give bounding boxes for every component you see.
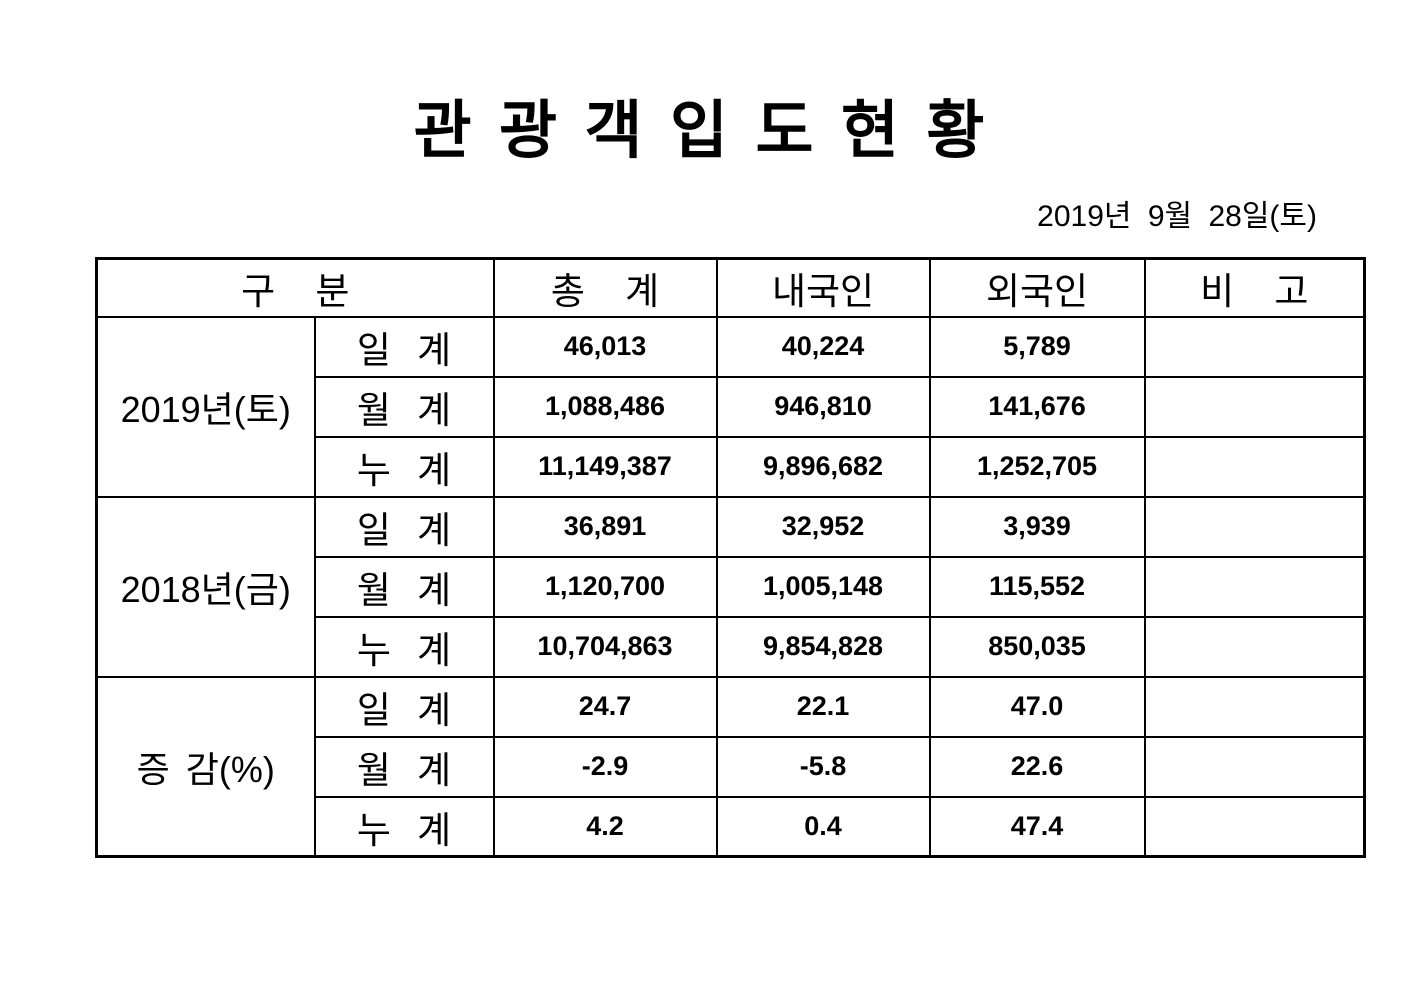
remarks-cell (1143, 375, 1366, 438)
value-total: 1,120,700 (492, 555, 718, 618)
row-label-daily: 일 계 (313, 315, 495, 378)
year-cell-2018: 2018년(금) (95, 495, 316, 678)
header-row: 구 분 총 계 내국인 외국인 비 고 (95, 257, 1366, 318)
year-cell-2019: 2019년(토) (95, 315, 316, 498)
row-label-daily: 일 계 (313, 495, 495, 558)
value-domestic: 0.4 (715, 795, 931, 858)
row-label-monthly: 월 계 (313, 555, 495, 618)
value-domestic: 40,224 (715, 315, 931, 378)
table-row-change-daily: 증 감(%) 일 계 24.7 22.1 47.0 (95, 675, 1366, 858)
row-label-daily: 일 계 (313, 675, 495, 738)
value-total: 1,088,486 (492, 375, 718, 438)
remarks-cell (1143, 555, 1366, 618)
value-foreigner: 1,252,705 (928, 435, 1146, 498)
header-category: 구 분 (95, 257, 495, 318)
row-label-cumulative: 누 계 (313, 795, 495, 858)
header-domestic: 내국인 (715, 257, 931, 318)
value-foreigner: 141,676 (928, 375, 1146, 438)
value-foreigner: 47.0 (928, 675, 1146, 738)
table-row-2018-monthly: 월 계 1,120,700 1,005,148 115,552 (97, 555, 1366, 618)
value-total: -2.9 (492, 735, 718, 798)
table-row-change-monthly: 월 계 -2.9 -5.8 22.6 (97, 735, 1366, 798)
page-title: 관 광 객 입 도 현 황 (413, 96, 990, 166)
value-domestic: 9,854,828 (715, 615, 931, 678)
value-domestic: -5.8 (715, 735, 931, 798)
tourist-arrivals-table: 구 분 총 계 내국인 외국인 비 고 2019년(토) 일 계 46,013 … (95, 257, 1366, 859)
value-domestic: 946,810 (715, 375, 931, 438)
row-label-cumulative: 누 계 (313, 435, 495, 498)
table-row-2018-cumulative: 누 계 10,704,863 9,854,828 850,035 (97, 615, 1366, 678)
value-total: 11,149,387 (492, 435, 718, 498)
value-total: 36,891 (492, 495, 718, 558)
document-page: 관 광 객 입 도 현 황 2019년 9월 28일(토) 구 분 총 계 내국… (95, 96, 1366, 859)
row-label-cumulative: 누 계 (313, 615, 495, 678)
header-total: 총 계 (492, 257, 718, 318)
value-foreigner: 47.4 (928, 795, 1146, 858)
value-foreigner: 115,552 (928, 555, 1146, 618)
value-domestic: 1,005,148 (715, 555, 931, 618)
report-date: 2019년 9월 28일(토) (1037, 200, 1317, 234)
remarks-cell (1143, 675, 1366, 738)
table-row-2019-daily: 2019년(토) 일 계 46,013 40,224 5,789 (95, 315, 1366, 498)
remarks-cell (1143, 795, 1366, 858)
table-row-2018-daily: 2018년(금) 일 계 36,891 32,952 3,939 (95, 495, 1366, 678)
value-foreigner: 850,035 (928, 615, 1146, 678)
row-label-monthly: 월 계 (313, 735, 495, 798)
value-total: 4.2 (492, 795, 718, 858)
value-domestic: 32,952 (715, 495, 931, 558)
header-remarks: 비 고 (1143, 257, 1366, 318)
value-foreigner: 22.6 (928, 735, 1146, 798)
table-row-2019-monthly: 월 계 1,088,486 946,810 141,676 (97, 375, 1366, 438)
year-cell-change: 증 감(%) (95, 675, 316, 858)
remarks-cell (1143, 435, 1366, 498)
value-domestic: 9,896,682 (715, 435, 931, 498)
value-total: 24.7 (492, 675, 718, 738)
value-foreigner: 3,939 (928, 495, 1146, 558)
table-row-change-cumulative: 누 계 4.2 0.4 47.4 (97, 795, 1366, 858)
row-label-monthly: 월 계 (313, 375, 495, 438)
table-row-2019-cumulative: 누 계 11,149,387 9,896,682 1,252,705 (97, 435, 1366, 498)
remarks-cell (1143, 735, 1366, 798)
value-total: 46,013 (492, 315, 718, 378)
value-foreigner: 5,789 (928, 315, 1146, 378)
value-total: 10,704,863 (492, 615, 718, 678)
remarks-cell (1143, 495, 1366, 558)
value-domestic: 22.1 (715, 675, 931, 738)
remarks-cell (1143, 615, 1366, 678)
header-foreigner: 외국인 (928, 257, 1146, 318)
remarks-cell (1143, 315, 1366, 378)
